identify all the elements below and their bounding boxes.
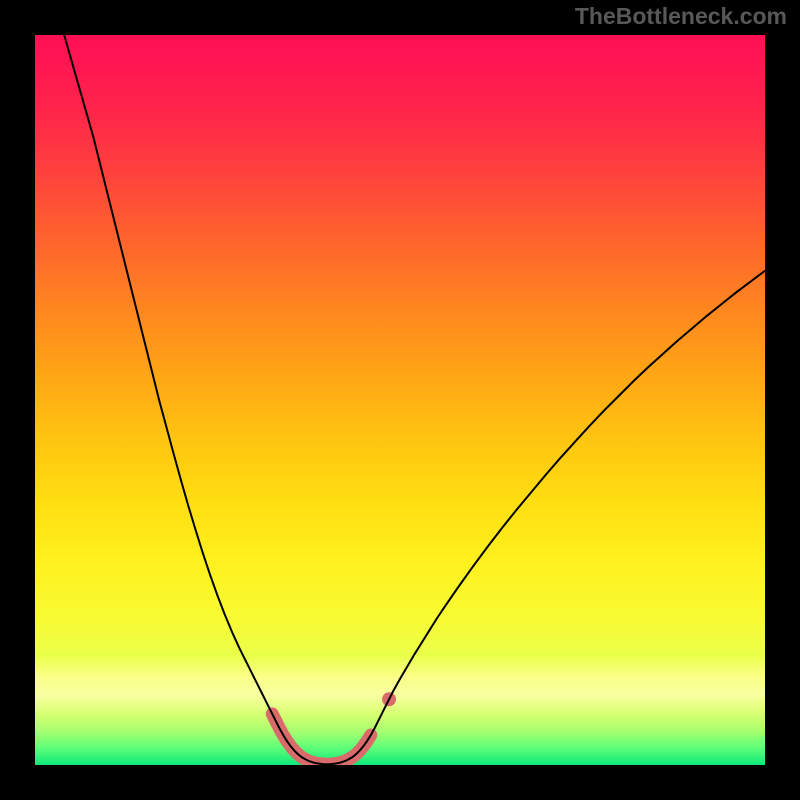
chart-root: TheBottleneck.com bbox=[0, 0, 800, 800]
bottleneck-chart: TheBottleneck.com bbox=[0, 0, 800, 800]
watermark-text: TheBottleneck.com bbox=[575, 3, 787, 29]
gradient-background bbox=[35, 35, 765, 765]
